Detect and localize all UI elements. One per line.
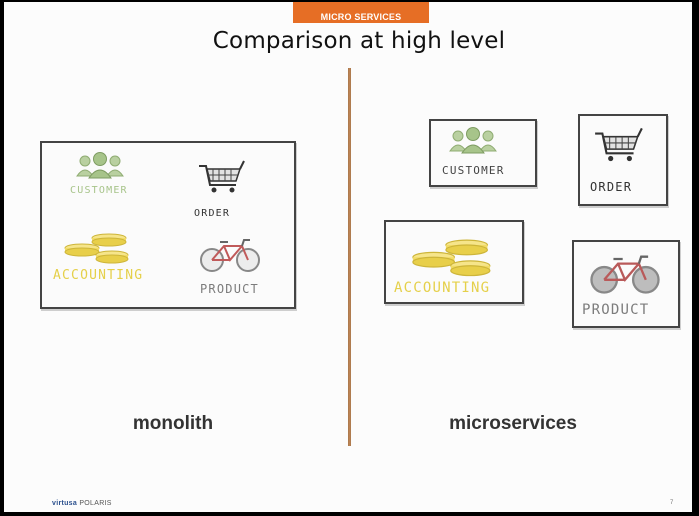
order-service-box: ORDER xyxy=(578,114,668,206)
logo-brand: virtusa xyxy=(52,500,78,507)
cart-icon xyxy=(595,127,643,162)
customer-icon xyxy=(449,127,497,154)
bicycle-icon xyxy=(200,239,260,272)
product-label: PRODUCT xyxy=(200,282,259,296)
monolith-box: CUSTOMER ORDER ACCOUNTING xyxy=(40,141,296,309)
company-logo: virtusa POLARIS xyxy=(52,500,112,507)
section-tag: MICRO SERVICES xyxy=(293,2,429,23)
vertical-divider xyxy=(348,68,351,446)
customer-service-box: CUSTOMER xyxy=(429,119,537,187)
bicycle-icon xyxy=(590,255,660,294)
accounting-service-box: ACCOUNTING xyxy=(384,220,524,304)
order-label: ORDER xyxy=(590,180,633,194)
monolith-label: monolith xyxy=(132,413,214,434)
page-title: Comparison at high level xyxy=(212,28,506,54)
order-label: ORDER xyxy=(194,208,231,219)
customer-icon xyxy=(76,152,124,179)
product-label: PRODUCT xyxy=(582,302,650,318)
coins-icon xyxy=(64,233,129,264)
customer-label: CUSTOMER xyxy=(70,185,128,196)
logo-suffix: POLARIS xyxy=(79,500,112,507)
microservices-label: microservices xyxy=(449,413,577,434)
accounting-label: ACCOUNTING xyxy=(394,280,491,296)
product-service-box: PRODUCT xyxy=(572,240,680,328)
customer-label: CUSTOMER xyxy=(442,164,505,177)
coins-icon xyxy=(412,239,491,277)
accounting-label: ACCOUNTING xyxy=(53,268,144,283)
slide: MICRO SERVICES Comparison at high level … xyxy=(4,2,692,512)
cart-icon xyxy=(199,160,245,193)
page-number: 7 xyxy=(670,500,674,506)
